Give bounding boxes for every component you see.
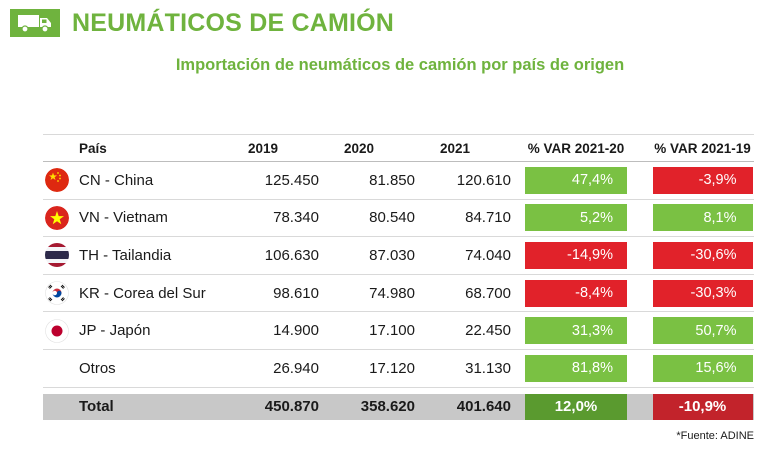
var-2021-20-badge: 81,8% <box>525 354 627 382</box>
var-2021-20-badge: 47,4% <box>525 166 627 194</box>
var-2021-19-badge: -30,6% <box>652 241 753 269</box>
var-2021-20-badge: 31,3% <box>525 317 627 345</box>
var-2021-19-badge: -3,9% <box>652 166 753 194</box>
table-row: VN - Vietnam 78.340 80.540 84.710 5,2% 8… <box>43 200 754 238</box>
value-2019: 14.900 <box>273 322 319 340</box>
korea-flag-icon <box>45 281 69 305</box>
value-2021: 68.700 <box>465 284 511 302</box>
truck-icon <box>10 9 60 37</box>
value-2019: 98.610 <box>273 284 319 302</box>
total-2020: 358.620 <box>360 398 415 416</box>
value-2019: 26.940 <box>273 359 319 377</box>
var-2021-19-badge: -30,3% <box>652 279 753 307</box>
value-2020: 17.120 <box>369 359 415 377</box>
var-2021-20-badge: -8,4% <box>525 279 627 307</box>
page-title: NEUMÁTICOS DE CAMIÓN <box>72 8 395 37</box>
country-name: Otros <box>79 359 116 377</box>
table-header-row: País 2019 2020 2021 % VAR 2021-20 % VAR … <box>43 134 754 162</box>
total-2019: 450.870 <box>264 398 319 416</box>
value-2019: 106.630 <box>264 246 319 264</box>
column-header-var-2021-20: % VAR 2021-20 <box>527 140 625 156</box>
country-name: CN - China <box>79 171 154 189</box>
table-row: Otros 26.940 17.120 31.130 81,8% 15,6% <box>43 350 754 388</box>
page-subtitle: Importación de neumáticos de camión por … <box>175 56 625 74</box>
column-header-var-2021-19: % VAR 2021-19 <box>654 140 751 156</box>
value-2021: 74.040 <box>465 246 511 264</box>
table-row: JP - Japón 14.900 17.100 22.450 31,3% 50… <box>43 312 754 350</box>
var-2021-19-badge: 8,1% <box>652 204 753 232</box>
column-header-2019: 2019 <box>247 140 279 156</box>
value-2021: 120.610 <box>456 171 511 189</box>
value-2019: 78.340 <box>273 209 319 227</box>
value-2020: 81.850 <box>369 171 415 189</box>
column-header-2021: 2021 <box>439 140 471 156</box>
imports-table: País 2019 2020 2021 % VAR 2021-20 % VAR … <box>43 134 754 420</box>
table-total-row: Total 450.870 358.620 401.640 12,0% -10,… <box>43 393 754 420</box>
page-header: NEUMÁTICOS DE CAMIÓN <box>10 8 394 38</box>
var-2021-19-badge: 15,6% <box>652 354 753 382</box>
country-name: JP - Japón <box>79 322 151 340</box>
value-2020: 74.980 <box>369 284 415 302</box>
value-2020: 87.030 <box>369 246 415 264</box>
country-name: KR - Corea del Sur <box>79 284 206 302</box>
value-2019: 125.450 <box>264 171 319 189</box>
table-row: KR - Corea del Sur 98.610 74.980 68.700 … <box>43 275 754 313</box>
value-2021: 84.710 <box>465 209 511 227</box>
total-label: Total <box>79 398 114 416</box>
table-row: TH - Tailandia 106.630 87.030 74.040 -14… <box>43 237 754 275</box>
country-name: TH - Tailandia <box>79 246 172 264</box>
japan-flag-icon <box>45 318 69 343</box>
column-header-2020: 2020 <box>343 140 375 156</box>
value-2021: 22.450 <box>465 322 511 340</box>
total-var-2021-20-badge: 12,0% <box>525 393 627 420</box>
total-2021: 401.640 <box>456 398 511 416</box>
table-row: CN - China 125.450 81.850 120.610 47,4% … <box>43 162 754 200</box>
vietnam-flag-icon <box>45 205 69 230</box>
var-2021-20-badge: 5,2% <box>525 204 627 232</box>
value-2020: 17.100 <box>369 322 415 340</box>
column-header-country: País <box>79 140 107 156</box>
country-name: VN - Vietnam <box>79 209 168 227</box>
value-2020: 80.540 <box>369 209 415 227</box>
total-var-2021-19-badge: -10,9% <box>652 393 753 420</box>
var-2021-20-badge: -14,9% <box>525 241 627 269</box>
thailand-flag-icon <box>45 243 69 268</box>
value-2021: 31.130 <box>465 359 511 377</box>
china-flag-icon <box>45 168 69 193</box>
source-footnote: *Fuente: ADINE <box>676 430 754 442</box>
var-2021-19-badge: 50,7% <box>652 317 753 345</box>
